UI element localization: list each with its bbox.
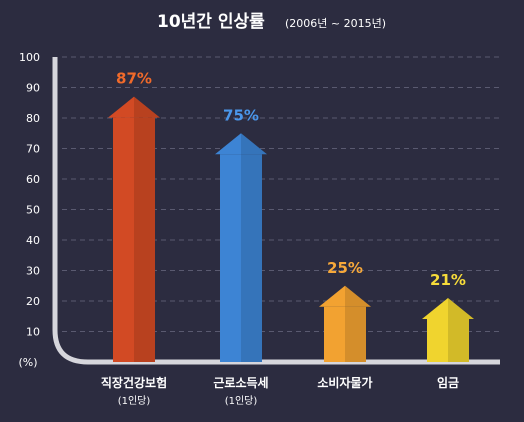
category-sublabel: (1인당)	[118, 395, 151, 407]
bar-shaft	[220, 154, 262, 362]
bar-arrowhead	[108, 96, 160, 118]
category-label: 소비자물가	[317, 375, 372, 390]
chart-title: 10년간 인상률	[157, 12, 265, 32]
bar	[215, 133, 267, 362]
category-sublabel: (1인당)	[225, 395, 258, 407]
y-tick-label: 50	[26, 204, 40, 217]
y-tick-label: 10	[26, 326, 40, 339]
data-label: 87%	[116, 70, 152, 88]
bar	[422, 297, 474, 362]
data-label: 21%	[430, 271, 466, 289]
bar-shade	[448, 318, 469, 362]
axis-line	[52, 57, 500, 365]
y-axis-ticks: 10 20 30 40 50 60 70 80 90 100	[19, 51, 40, 339]
category-label: 임금	[437, 376, 459, 390]
y-tick-label: 20	[26, 295, 40, 308]
bar-arrowhead	[319, 285, 371, 307]
chart-subtitle: (2006년 ~ 2015년)	[285, 17, 386, 30]
bar-shade	[345, 306, 366, 362]
category-labels: 87% 직장건강보험 (1인당) 75% 근로소득세 (1인당) 25% 소비자물가 21% 임금	[101, 70, 466, 407]
bar-shaft	[324, 306, 366, 362]
bar-shaft	[427, 318, 469, 362]
bar-arrowhead-shade	[448, 297, 474, 319]
bar-arrowhead	[422, 297, 474, 319]
y-tick-label: 70	[26, 143, 40, 156]
bars	[108, 96, 474, 363]
bar-shaft	[113, 117, 155, 363]
bar-arrowhead-shade	[241, 133, 267, 155]
y-tick-label: 60	[26, 173, 40, 186]
y-tick-label: 100	[19, 51, 40, 64]
bar-arrowhead	[215, 133, 267, 155]
bar	[319, 285, 371, 362]
bar-shade	[134, 117, 155, 363]
category-label: 근로소득세	[213, 375, 268, 390]
y-tick-label: 80	[26, 112, 40, 125]
data-label: 25%	[327, 259, 363, 277]
category-label: 직장건강보험	[101, 375, 167, 390]
bar-arrowhead-shade	[134, 96, 160, 118]
y-tick-label: 30	[26, 265, 40, 278]
bar-shade	[241, 154, 262, 362]
y-tick-label: 90	[26, 82, 40, 95]
y-tick-label: 40	[26, 234, 40, 247]
bar	[108, 96, 160, 363]
bar-arrowhead-shade	[345, 285, 371, 307]
y-axis-unit: (%)	[18, 356, 37, 369]
data-label: 75%	[223, 106, 259, 124]
